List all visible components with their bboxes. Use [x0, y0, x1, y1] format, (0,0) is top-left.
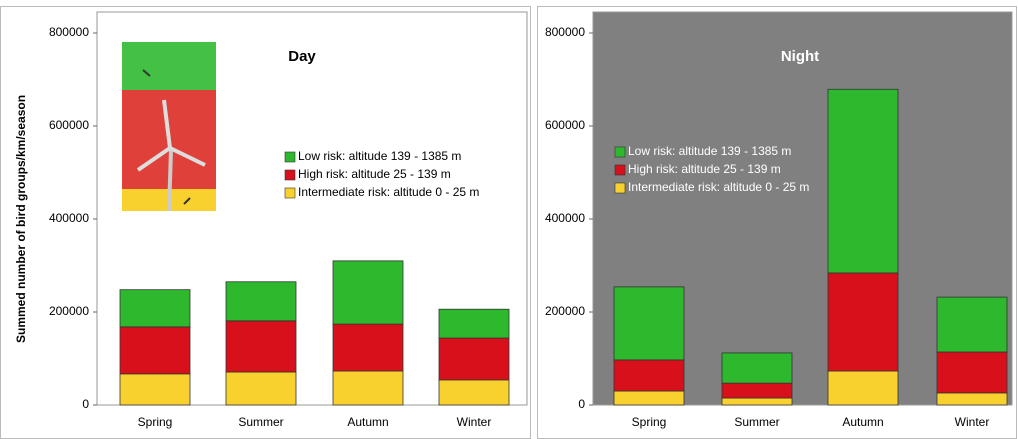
x-tick-label: Summer [734, 415, 779, 429]
x-tick-label: Autumn [347, 415, 388, 429]
bar-segment [225, 320, 297, 373]
bar-segment [827, 370, 899, 406]
turbine-illustration [122, 42, 216, 212]
y-tick-label: 200000 [49, 304, 89, 318]
legend-label: High risk: altitude 25 - 139 m [628, 162, 781, 176]
bar-segment [438, 308, 510, 339]
bar-segment [721, 382, 793, 399]
y-tick-label: 400000 [49, 211, 89, 225]
x-tick-label: Spring [632, 415, 667, 429]
x-tick-label: Winter [457, 415, 492, 429]
bar-segment [119, 373, 191, 406]
y-tick-label: 0 [578, 397, 585, 411]
bar-segment [438, 337, 510, 381]
y-tick-label: 400000 [545, 211, 585, 225]
y-tick-label: 600000 [545, 118, 585, 132]
legend-swatch [284, 169, 296, 181]
bar-segment [613, 390, 685, 406]
chart-title: Day [288, 48, 316, 65]
bar-segment [225, 281, 297, 322]
bar-segment [119, 289, 191, 328]
bar-segment [721, 397, 793, 406]
legend-swatch [614, 146, 626, 158]
bar-segment [936, 351, 1008, 394]
legend-label: High risk: altitude 25 - 139 m [298, 167, 451, 181]
bar-segment [936, 296, 1008, 353]
legend-label: Low risk: altitude 139 - 1385 m [298, 149, 461, 163]
legend-swatch [284, 151, 296, 163]
bar-segment [613, 286, 685, 361]
y-tick-label: 0 [82, 397, 89, 411]
x-tick-label: Autumn [842, 415, 883, 429]
bar-segment [936, 392, 1008, 406]
legend-swatch [614, 164, 626, 176]
y-axis-label: Summed number of bird groups/km/season [14, 95, 28, 343]
bar-segment [613, 359, 685, 392]
bar-segment [332, 260, 404, 325]
y-tick-label: 800000 [545, 25, 585, 39]
bar-segment [119, 326, 191, 375]
bar-segment [332, 323, 404, 372]
legend-label: Low risk: altitude 139 - 1385 m [628, 144, 791, 158]
bar-segment [438, 379, 510, 406]
x-tick-label: Winter [955, 415, 990, 429]
legend-label: Intermediate risk: altitude 0 - 25 m [298, 185, 479, 199]
y-tick-label: 200000 [545, 304, 585, 318]
chart-title: Night [781, 48, 819, 65]
x-tick-label: Spring [138, 415, 173, 429]
bar-segment [827, 272, 899, 372]
x-tick-label: Summer [238, 415, 283, 429]
bar-segment [332, 370, 404, 406]
bar-segment [721, 352, 793, 384]
y-tick-label: 800000 [49, 25, 89, 39]
bar-segment [827, 88, 899, 274]
bar-segment [225, 371, 297, 406]
y-tick-label: 600000 [49, 118, 89, 132]
legend-label: Intermediate risk: altitude 0 - 25 m [628, 180, 809, 194]
legend-swatch [614, 182, 626, 194]
legend-swatch [284, 187, 296, 199]
